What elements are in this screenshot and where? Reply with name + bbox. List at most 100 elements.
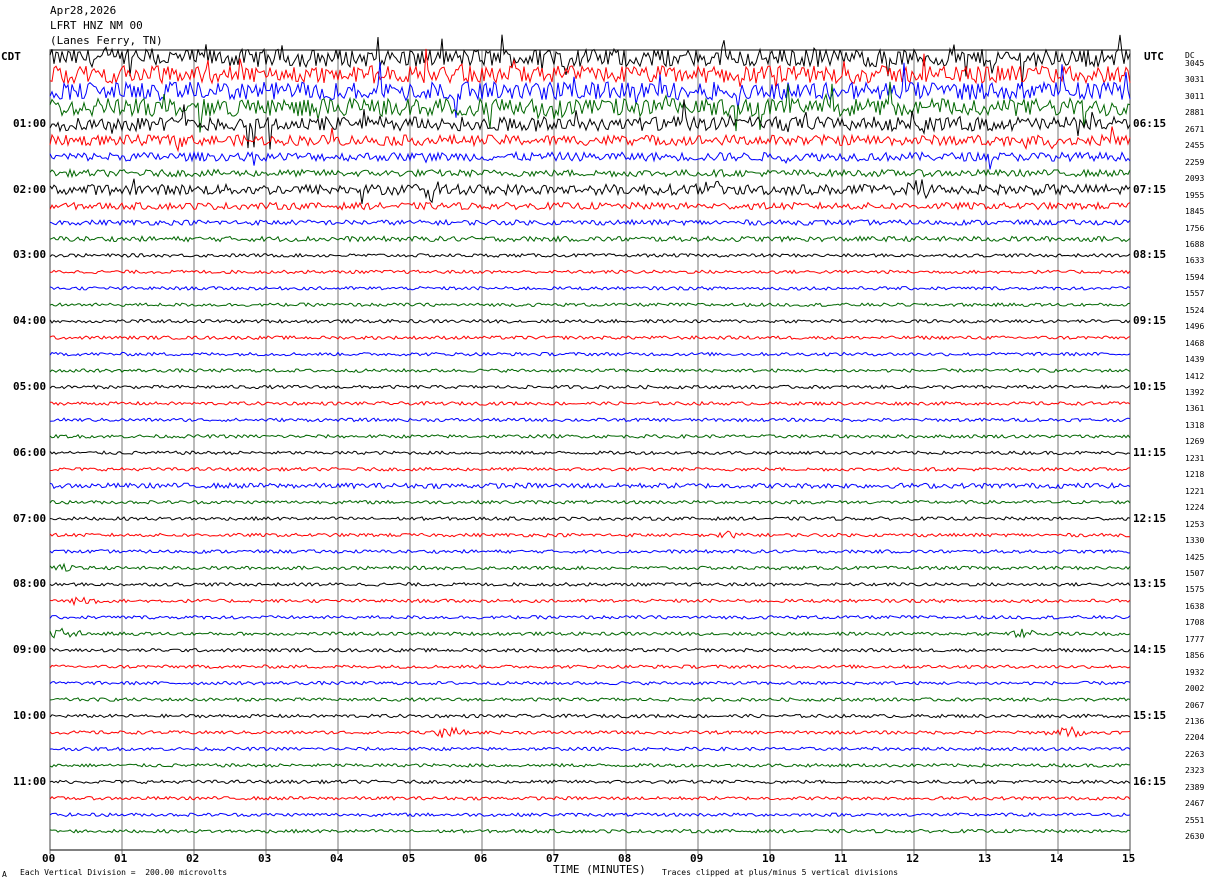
dc-offset-label: 1845 bbox=[1185, 207, 1205, 217]
dc-offset-label: 1221 bbox=[1185, 486, 1205, 496]
dc-offset-label: 1575 bbox=[1185, 585, 1205, 595]
left-hour-label: 11:00 bbox=[13, 774, 47, 788]
corner-mark: A bbox=[2, 870, 7, 879]
left-timezone-label: CDT bbox=[1, 50, 21, 63]
x-tick-label: 03 bbox=[258, 852, 272, 865]
x-tick-label: 11 bbox=[834, 852, 848, 865]
right-hour-label: 07:15 bbox=[1133, 182, 1167, 196]
trace-line bbox=[49, 627, 1131, 639]
trace-line bbox=[49, 351, 1131, 357]
trace-line bbox=[49, 746, 1131, 752]
dc-offset-label: 1468 bbox=[1185, 338, 1205, 348]
dc-offset-label: 2455 bbox=[1185, 141, 1205, 151]
right-hour-label: 15:15 bbox=[1133, 709, 1167, 722]
dc-offset-label: 2204 bbox=[1185, 733, 1205, 743]
trace-line bbox=[49, 335, 1131, 341]
dc-offset-label: 1269 bbox=[1185, 437, 1205, 447]
right-hour-label: 16:15 bbox=[1133, 774, 1167, 788]
left-hour-label: 03:00 bbox=[13, 248, 47, 262]
trace-line bbox=[49, 368, 1131, 374]
scale-note: Each Vertical Division = 200.00 microvol… bbox=[20, 868, 228, 877]
dc-offset-label: 3011 bbox=[1185, 91, 1205, 101]
header-date: Apr28,2026 bbox=[50, 4, 117, 17]
trace-line bbox=[49, 126, 1131, 153]
dc-offset-label: 2136 bbox=[1185, 717, 1205, 726]
right-hour-label: 10:15 bbox=[1133, 380, 1167, 393]
dc-offset-label: 2671 bbox=[1185, 124, 1205, 134]
seismic-traces bbox=[49, 34, 1131, 834]
trace-line bbox=[49, 499, 1131, 505]
x-tick-label: 08 bbox=[618, 852, 632, 865]
dc-offset-label: 1777 bbox=[1185, 634, 1205, 644]
dc-offset-label: 1392 bbox=[1185, 388, 1205, 397]
dc-offset-label: 1253 bbox=[1185, 519, 1205, 529]
left-hour-label: 01:00 bbox=[13, 116, 47, 130]
x-tick-label: 12 bbox=[906, 852, 920, 865]
dc-offset-label: 2067 bbox=[1185, 700, 1205, 710]
trace-line bbox=[49, 302, 1131, 308]
dc-offset-label: 1318 bbox=[1185, 420, 1205, 430]
right-hour-label: 11:15 bbox=[1133, 445, 1167, 459]
clip-note: Traces clipped at plus/minus 5 vertical … bbox=[662, 868, 899, 877]
trace-line bbox=[49, 596, 1131, 607]
trace-line bbox=[49, 828, 1131, 834]
dc-offset-label: 1412 bbox=[1185, 371, 1205, 381]
x-tick-label: 09 bbox=[690, 852, 704, 865]
trace-line bbox=[49, 318, 1131, 324]
dc-offset-label: 2002 bbox=[1185, 684, 1205, 694]
dc-offset-label: 2630 bbox=[1185, 832, 1205, 842]
dc-offset-label: 2389 bbox=[1185, 782, 1205, 792]
plot-frame bbox=[49, 49, 1131, 851]
dc-offset-label: 2323 bbox=[1185, 766, 1205, 776]
trace-line bbox=[49, 548, 1131, 555]
trace-line bbox=[49, 812, 1131, 818]
right-timezone-label: UTC bbox=[1144, 50, 1164, 63]
right-hour-label: 12:15 bbox=[1133, 511, 1167, 525]
trace-line bbox=[49, 285, 1131, 291]
x-tick-label: 15 bbox=[1122, 852, 1136, 865]
dc-offset-label: 1524 bbox=[1185, 305, 1205, 315]
trace-line bbox=[49, 252, 1131, 258]
x-tick-label: 04 bbox=[330, 852, 344, 865]
trace-line bbox=[49, 515, 1131, 522]
trace-line bbox=[49, 48, 1131, 89]
header-location: (Lanes Ferry, TN) bbox=[50, 34, 163, 47]
dc-offset-label: 1361 bbox=[1185, 404, 1205, 414]
trace-line bbox=[50, 269, 1131, 275]
dc-offset-label: 1224 bbox=[1185, 503, 1205, 513]
trace-line bbox=[49, 201, 1131, 211]
dc-offset-label: 1633 bbox=[1185, 256, 1205, 266]
left-hour-label: 05:00 bbox=[13, 380, 47, 393]
trace-line bbox=[49, 779, 1131, 785]
x-tick-label: 01 bbox=[114, 852, 128, 865]
dc-offset-label: 1594 bbox=[1185, 272, 1205, 282]
x-tick-label: 07 bbox=[546, 852, 560, 865]
dc-offset-label: 1439 bbox=[1185, 355, 1205, 365]
dc-offset-label: 1955 bbox=[1185, 190, 1205, 200]
x-tick-label: 05 bbox=[402, 852, 416, 865]
dc-offset-label: 1856 bbox=[1185, 651, 1205, 661]
trace-line bbox=[49, 725, 1131, 739]
trace-line bbox=[49, 218, 1131, 227]
dc-label: DC bbox=[1185, 51, 1195, 60]
left-hour-label: 06:00 bbox=[13, 445, 47, 459]
dc-offset-label: 1756 bbox=[1185, 223, 1205, 233]
trace-line bbox=[49, 61, 1131, 118]
x-axis-title: TIME (MINUTES) bbox=[553, 863, 646, 876]
left-hour-label: 04:00 bbox=[13, 314, 47, 328]
trace-line bbox=[49, 150, 1131, 170]
header-station: LFRT HNZ NM 00 bbox=[50, 19, 143, 32]
dc-offset-label: 1507 bbox=[1185, 568, 1205, 578]
x-tick-label: 06 bbox=[474, 852, 488, 865]
left-hour-label: 10:00 bbox=[13, 709, 47, 722]
trace-line bbox=[49, 167, 1131, 179]
right-hour-label: 08:15 bbox=[1133, 248, 1167, 262]
trace-line bbox=[49, 178, 1131, 204]
dc-offset-label: 1425 bbox=[1185, 552, 1205, 562]
dc-offset-label: 1231 bbox=[1185, 453, 1205, 463]
trace-line bbox=[49, 450, 1131, 456]
trace-line bbox=[49, 81, 1131, 133]
trace-line bbox=[49, 680, 1131, 686]
trace-line bbox=[49, 417, 1131, 423]
